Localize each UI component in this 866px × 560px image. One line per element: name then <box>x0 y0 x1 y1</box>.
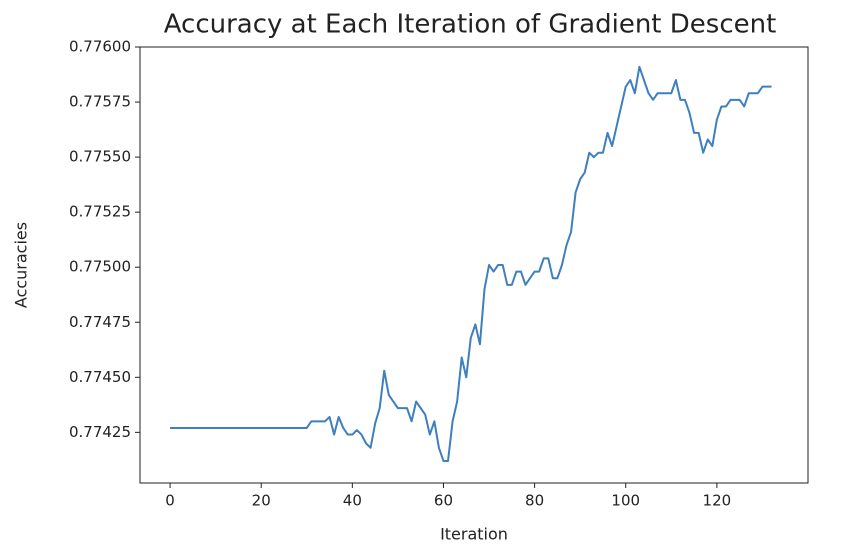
y-axis-label: Accuracies <box>12 222 31 308</box>
y-tick-label: 0.77450 <box>69 368 131 386</box>
x-tick-label: 60 <box>434 492 453 510</box>
y-tick-label: 0.77550 <box>69 148 131 166</box>
y-tick-label: 0.77475 <box>69 313 131 331</box>
chart-title: Accuracy at Each Iteration of Gradient D… <box>164 10 777 40</box>
x-axis-label: Iteration <box>440 525 508 544</box>
x-tick-label: 0 <box>165 492 175 510</box>
y-tick-label: 0.77575 <box>69 93 131 111</box>
x-tick-label: 80 <box>525 492 544 510</box>
data-line <box>170 65 772 462</box>
plot-frame <box>139 46 809 484</box>
x-tick-label: 100 <box>611 492 640 510</box>
y-tick-label: 0.77600 <box>69 38 131 56</box>
x-tick-label: 120 <box>703 492 732 510</box>
y-tick-label: 0.77500 <box>69 258 131 276</box>
x-tick-label: 40 <box>343 492 362 510</box>
x-tick-label: 20 <box>252 492 271 510</box>
y-tick-label: 0.77525 <box>69 203 131 221</box>
y-tick-label: 0.77425 <box>69 423 131 441</box>
